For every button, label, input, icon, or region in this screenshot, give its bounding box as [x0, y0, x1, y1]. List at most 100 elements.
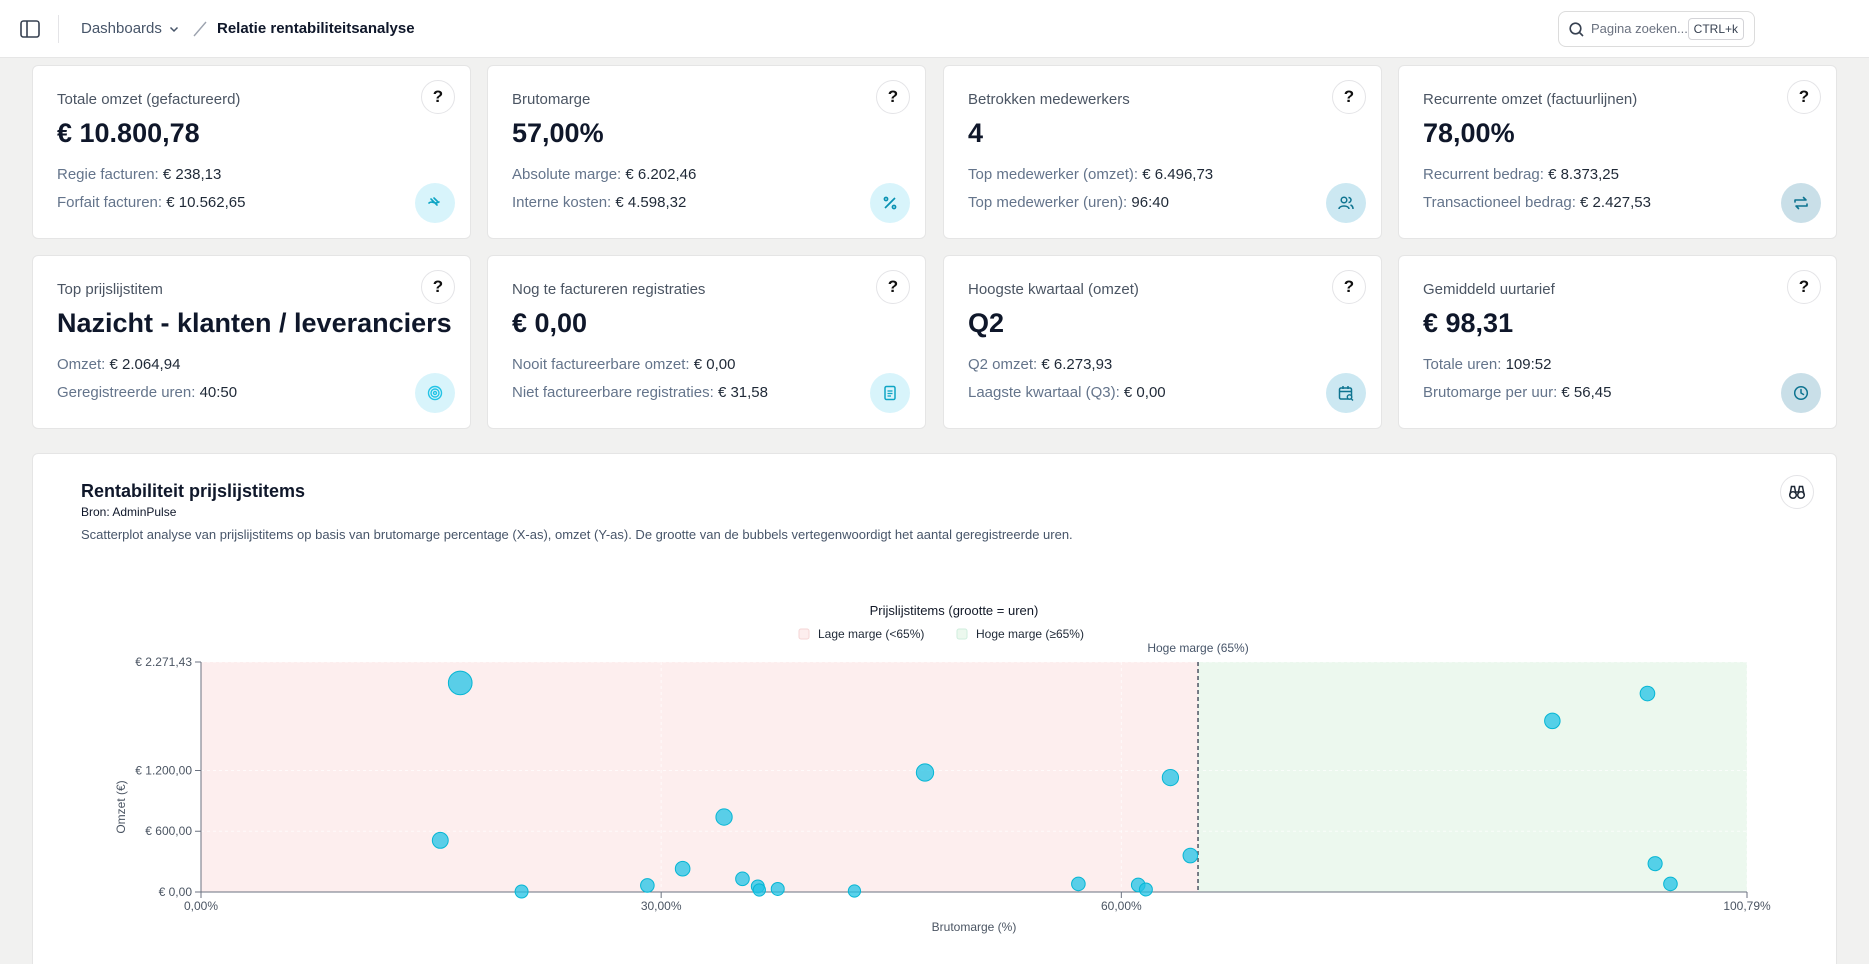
kpi-title: Totale omzet (gefactureerd) — [57, 91, 241, 108]
kpi-line-label: Absolute marge: — [512, 166, 622, 183]
kpi-line-value: € 10.562,65 — [166, 194, 246, 211]
kpi-value: 4 — [968, 118, 984, 148]
help-button[interactable]: ? — [876, 80, 910, 114]
kpi-line-1: Recurrent bedrag: € 8.373,25 — [1423, 166, 1619, 183]
kpi-line-2: Forfait facturen: € 10.562,65 — [57, 194, 245, 211]
kpi-line-2: Interne kosten: € 4.598,32 — [512, 194, 686, 211]
kpi-line-value: € 2.064,94 — [109, 356, 181, 373]
kpi-line-1: Top medewerker (omzet): € 6.496,73 — [968, 166, 1213, 183]
users-icon — [1326, 183, 1366, 223]
kpi-line-label: Geregistreerde uren: — [57, 384, 196, 401]
kpi-value: Nazicht - klanten / leveranciers — [57, 308, 452, 338]
search-input[interactable] — [1591, 21, 1691, 36]
kpi-value: € 98,31 — [1423, 308, 1514, 338]
help-button[interactable]: ? — [1787, 270, 1821, 304]
kpi-title: Hoogste kwartaal (omzet) — [968, 281, 1139, 298]
high-margin-zone — [1198, 662, 1747, 892]
kpi-line-label: Q2 omzet: — [968, 356, 1038, 373]
kpi-title: Top prijslijstitem — [57, 281, 163, 298]
data-point-bubble — [431, 831, 449, 849]
help-button[interactable]: ? — [421, 270, 455, 304]
data-point-bubble — [1161, 768, 1180, 787]
low-margin-zone — [201, 662, 1199, 892]
help-button[interactable]: ? — [1332, 80, 1366, 114]
y-tick-label: € 1.200,00 — [135, 763, 192, 777]
x-tick-label: 0,00% — [184, 899, 218, 913]
chart-section-title: Rentabiliteit prijslijstitems — [81, 481, 306, 501]
kpi-line-value: 40:50 — [199, 384, 238, 401]
search-box[interactable]: CTRL+k — [1558, 11, 1755, 47]
kpi-line-2: Top medewerker (uren): 96:40 — [968, 194, 1169, 211]
kpi-title: Brutomarge — [512, 91, 591, 108]
kpi-card: Recurrente omzet (factuurlijnen) 78,00% Re… — [1398, 65, 1837, 239]
x-axis-title: Brutomarge (%) — [932, 920, 1017, 934]
kpi-line-label: Omzet: — [57, 356, 106, 373]
kpi-card: Brutomarge 57,00% Absolute marge: € 6.202,… — [487, 65, 926, 239]
kpi-title: Betrokken medewerkers — [968, 91, 1130, 108]
kpi-line-1: Omzet: € 2.064,94 — [57, 356, 180, 373]
search-shortcut-badge: CTRL+k — [1687, 18, 1744, 40]
kpi-line-value: € 4.598,32 — [615, 194, 687, 211]
repeat-icon — [1781, 183, 1821, 223]
kpi-line-value: € 0,00 — [1123, 384, 1166, 401]
kpi-line-2: Laagste kwartaal (Q3): € 0,00 — [968, 384, 1166, 401]
kpi-line-value: 109:52 — [1505, 356, 1552, 373]
percent-icon — [870, 183, 910, 223]
kpi-line-label: Brutomarge per uur: — [1423, 384, 1558, 401]
y-tick-label: € 2.271,43 — [135, 655, 192, 669]
clock-icon — [1781, 373, 1821, 413]
kpi-card: Gemiddeld uurtarief € 98,31 Totale uren: 1… — [1398, 255, 1837, 429]
data-point-bubble — [1071, 876, 1086, 892]
legend-label-high: Hoge marge (≥65%) — [976, 627, 1084, 641]
data-point-bubble — [674, 860, 691, 877]
help-button[interactable]: ? — [876, 270, 910, 304]
binoculars-icon — [1788, 485, 1806, 500]
kpi-line-value: 96:40 — [1131, 194, 1169, 211]
kpi-line-2: Transactioneel bedrag: € 2.427,53 — [1423, 194, 1651, 211]
kpi-line-value: € 6.496,73 — [1142, 166, 1214, 183]
breadcrumb-current: Relatie rentabiliteitsanalyse — [217, 20, 415, 37]
binoculars-button[interactable] — [1780, 475, 1814, 509]
y-axis-title: Omzet (€) — [114, 780, 128, 833]
hand-coins-icon — [415, 183, 455, 223]
data-point-bubble — [847, 884, 862, 898]
kpi-line-label: Laagste kwartaal (Q3): — [968, 384, 1120, 401]
document-icon — [870, 373, 910, 413]
divider — [58, 15, 59, 43]
data-point-bubble — [447, 670, 473, 696]
kpi-value: € 0,00 — [512, 308, 588, 338]
breadcrumb-dashboards-label: Dashboards — [81, 20, 162, 37]
help-button[interactable]: ? — [1332, 270, 1366, 304]
kpi-title: Gemiddeld uurtarief — [1423, 281, 1555, 298]
kpi-line-label: Regie facturen: — [57, 166, 159, 183]
breadcrumb-separator-icon — [193, 21, 207, 37]
data-point-bubble — [915, 763, 935, 782]
kpi-card: Top prijslijstitem Nazicht - klanten / le… — [32, 255, 471, 429]
help-button[interactable]: ? — [1787, 80, 1821, 114]
kpi-card: Hoogste kwartaal (omzet) Q2 Q2 omzet: € 6.… — [943, 255, 1382, 429]
chart-section-source: Bron: AdminPulse — [81, 505, 177, 519]
sidebar-toggle-icon[interactable] — [19, 19, 41, 39]
kpi-line-1: Absolute marge: € 6.202,46 — [512, 166, 696, 183]
kpi-value: 57,00% — [512, 118, 604, 148]
data-point-bubble — [1182, 847, 1199, 864]
x-tick-label: 100,79% — [1723, 899, 1771, 913]
data-point-bubble — [715, 808, 733, 826]
kpi-line-value: € 31,58 — [717, 384, 768, 401]
kpi-line-value: € 8.373,25 — [1548, 166, 1619, 183]
kpi-line-label: Top medewerker (omzet): — [968, 166, 1139, 183]
target-icon — [415, 373, 455, 413]
legend-swatch-high — [956, 628, 968, 640]
data-point-bubble — [1663, 876, 1678, 892]
breadcrumb-dashboards[interactable]: Dashboards — [81, 20, 180, 37]
kpi-line-label: Interne kosten: — [512, 194, 612, 211]
kpi-line-label: Totale uren: — [1423, 356, 1502, 373]
kpi-card: Totale omzet (gefactureerd) € 10.800,78 Re… — [32, 65, 471, 239]
data-point-bubble — [1647, 856, 1663, 872]
threshold-label: Hoge marge (65%) — [1147, 641, 1248, 655]
kpi-card: Nog te factureren registraties € 0,00 Nooi… — [487, 255, 926, 429]
kpi-line-value: € 56,45 — [1561, 384, 1612, 401]
kpi-line-2: Niet factureerbare registraties: € 31,58 — [512, 384, 768, 401]
help-button[interactable]: ? — [421, 80, 455, 114]
x-tick-label: 30,00% — [641, 899, 682, 913]
